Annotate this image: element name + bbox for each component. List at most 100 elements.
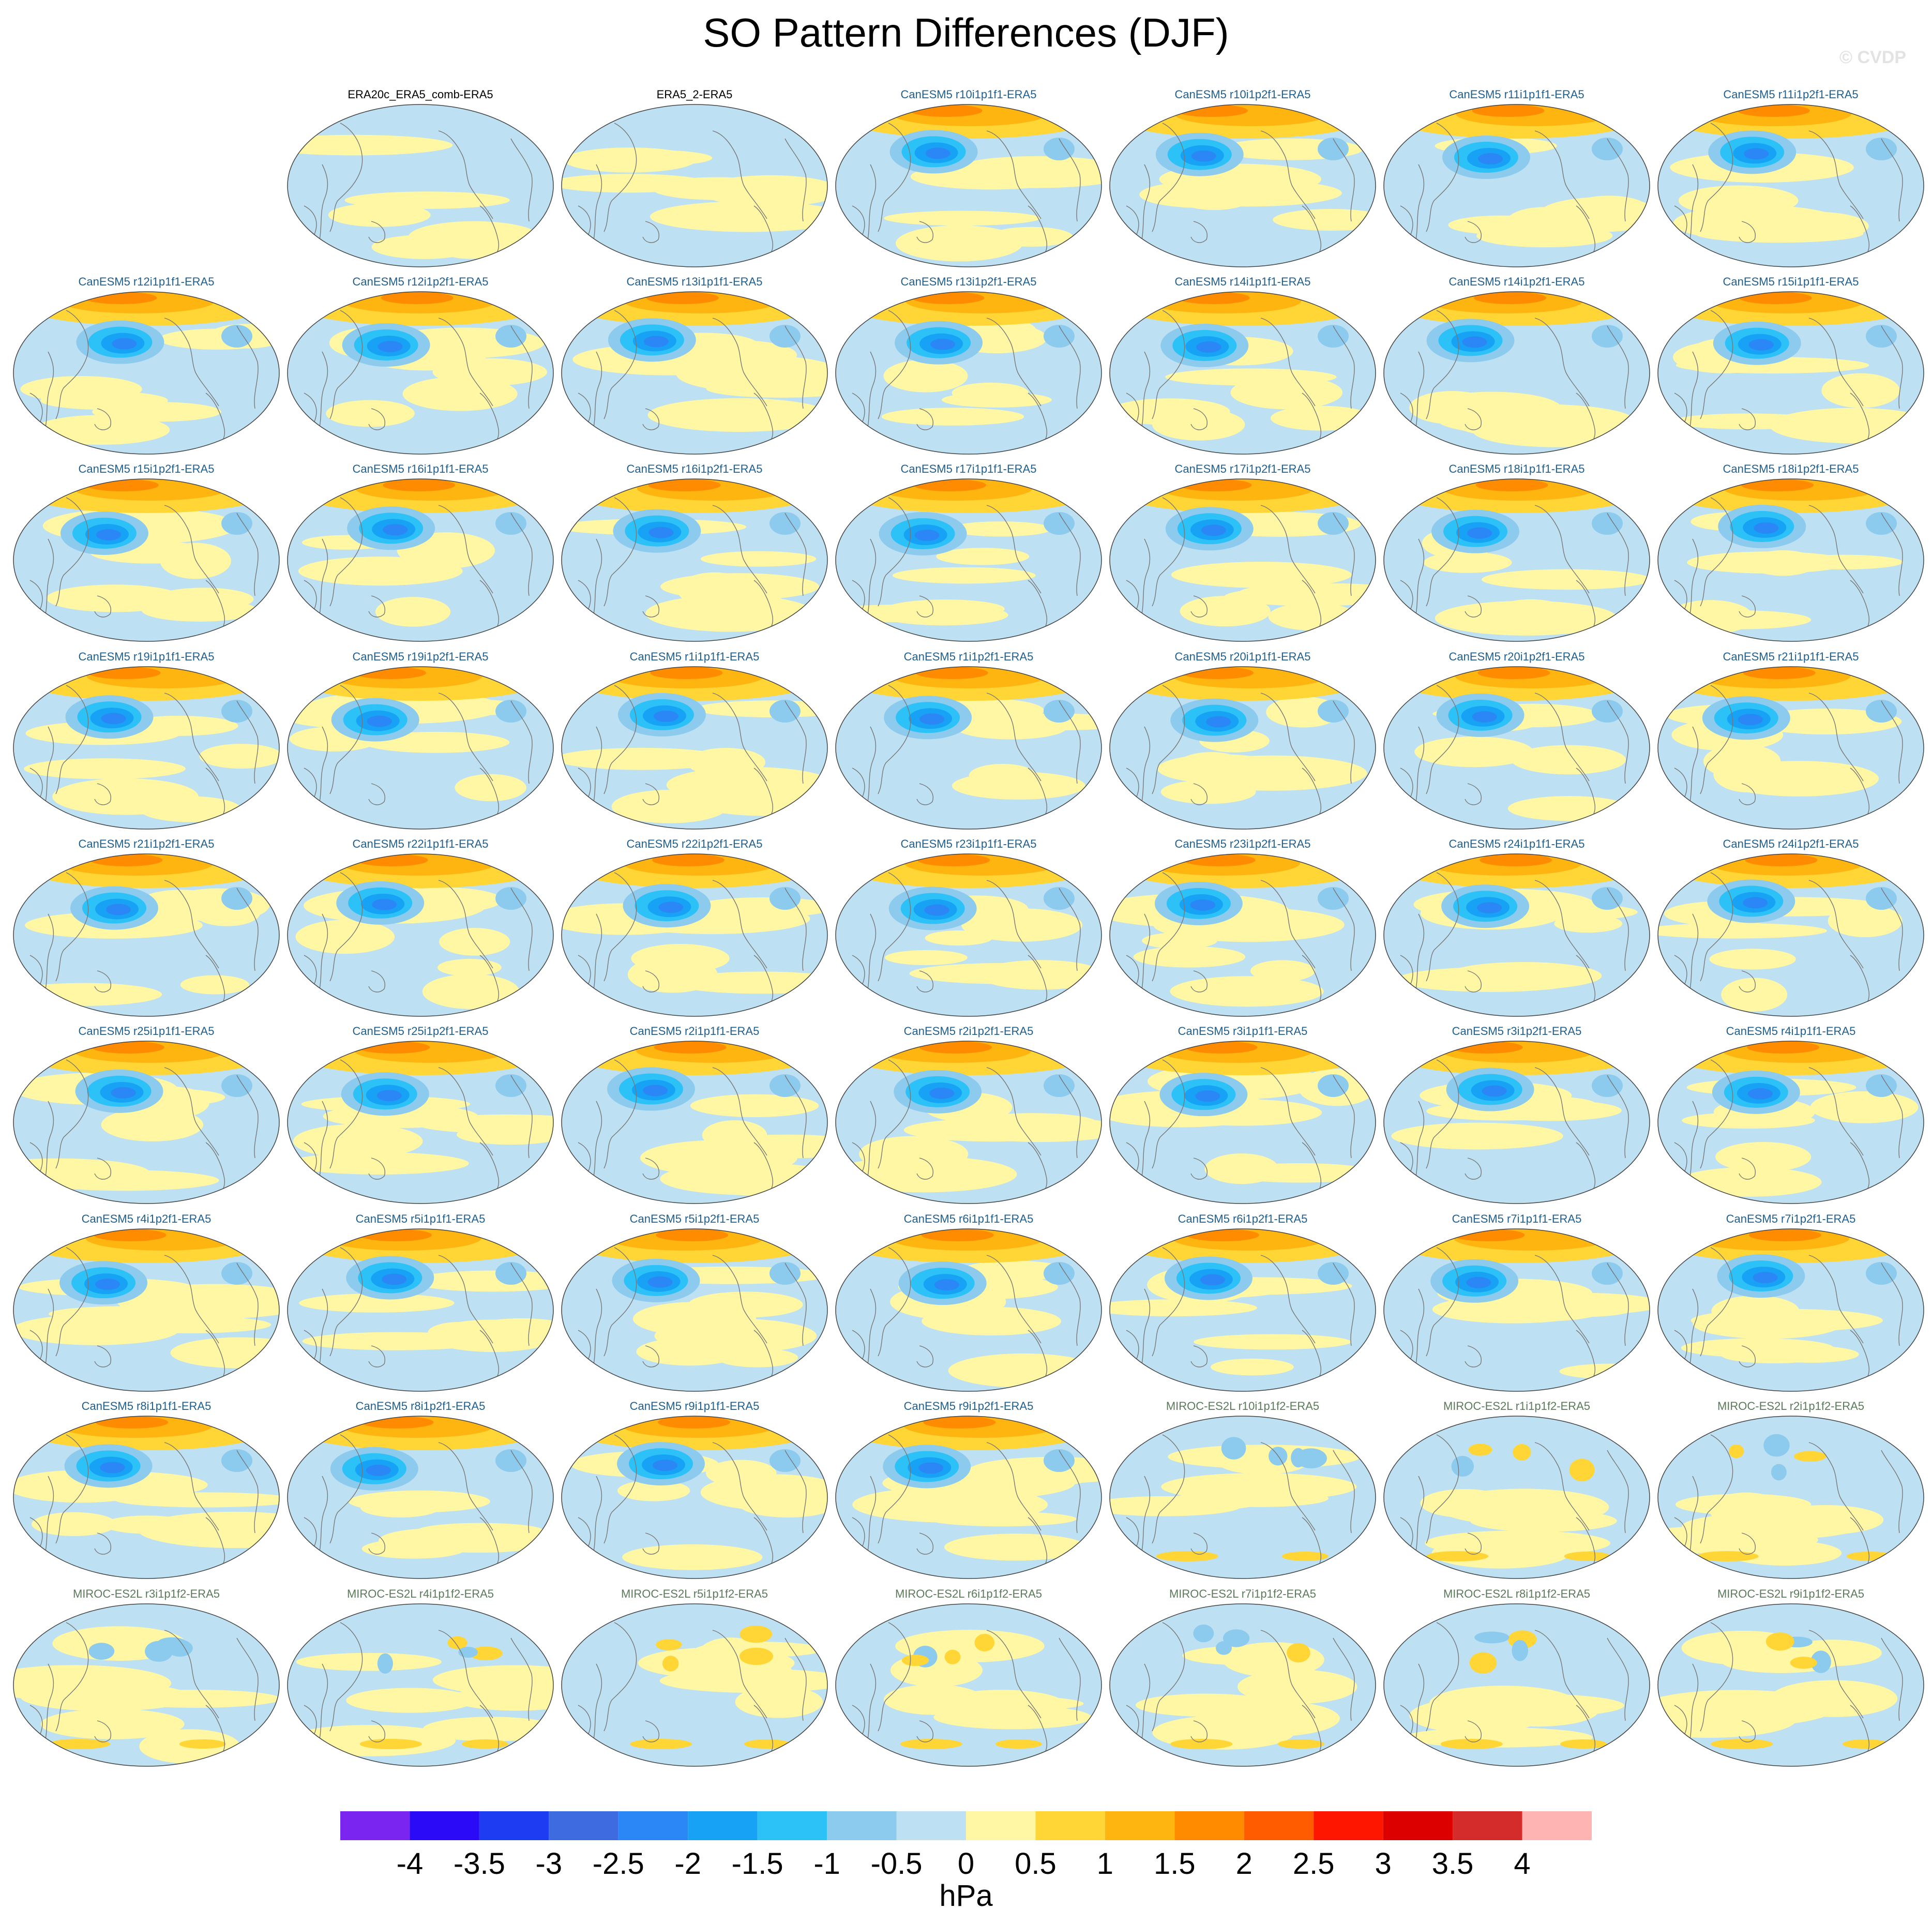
panel-title: CanESM5 r20i1p1f1-ERA5 xyxy=(1174,650,1311,663)
contour-fill xyxy=(1477,153,1503,165)
coastline xyxy=(578,1705,591,1734)
panel-title: CanESM5 r1i1p2f1-ERA5 xyxy=(903,650,1034,663)
coastline xyxy=(1689,1663,1699,1739)
coastline xyxy=(55,1622,89,1732)
map-border xyxy=(1383,1041,1650,1204)
coastline xyxy=(867,1288,877,1364)
coastline xyxy=(304,768,317,797)
contour-fill xyxy=(1270,405,1373,431)
panel-title: MIROC-ES2L r2i1p1f2-ERA5 xyxy=(1717,1400,1865,1412)
map-border xyxy=(1383,291,1650,455)
map-border xyxy=(1657,853,1924,1017)
contour-fill xyxy=(1786,554,1903,570)
contour-fill xyxy=(1110,1299,1257,1317)
contour-fill xyxy=(650,201,827,232)
coastline xyxy=(45,1663,54,1739)
coastline xyxy=(45,538,54,614)
contour-fill xyxy=(346,1688,475,1713)
coastline xyxy=(1426,123,1459,232)
contour-fill xyxy=(1810,1650,1831,1673)
coastline xyxy=(45,913,54,989)
coastline xyxy=(867,538,877,614)
map-border xyxy=(1657,1228,1924,1392)
coastline xyxy=(916,1158,933,1180)
contour-fill xyxy=(221,700,252,723)
contour-fill xyxy=(640,1140,797,1176)
contour-fill xyxy=(1592,700,1623,723)
map-border xyxy=(1109,853,1376,1017)
coastline xyxy=(1190,783,1208,805)
coastline xyxy=(1808,1255,1864,1344)
panel-title: CanESM5 r8i1p2f1-ERA5 xyxy=(355,1400,486,1412)
contour-fill xyxy=(1592,325,1623,348)
contour-fill xyxy=(1828,905,1903,938)
panel-title: MIROC-ES2L r5i1p1f2-ERA5 xyxy=(621,1587,768,1600)
contour-fill xyxy=(886,599,1005,619)
map-border xyxy=(561,478,828,642)
map-border xyxy=(1383,104,1650,267)
coastline xyxy=(852,580,865,609)
map-panel: CanESM5 r22i1p2f1-ERA5 xyxy=(557,837,832,1021)
coastline xyxy=(1465,408,1482,430)
contour-fill xyxy=(925,930,993,946)
contour-fill xyxy=(933,1705,1092,1730)
contour-fill xyxy=(1739,292,1812,304)
coastline xyxy=(784,138,807,222)
map-field xyxy=(1657,1603,1924,1767)
coastline xyxy=(878,1622,911,1732)
contour-fill xyxy=(1156,1551,1218,1561)
contour-fill xyxy=(180,975,250,995)
panel-title: CanESM5 r21i1p2f1-ERA5 xyxy=(78,837,215,850)
map-panel: CanESM5 r11i1p1f1-ERA5 xyxy=(1380,88,1654,272)
coastline xyxy=(852,768,865,797)
contour-fill xyxy=(1044,1449,1075,1472)
contour-fill xyxy=(636,1337,743,1366)
map-field xyxy=(287,853,554,1017)
panel-title: MIROC-ES2L r8i1p1f2-ERA5 xyxy=(1443,1587,1591,1600)
coastline xyxy=(510,700,533,784)
coastline xyxy=(852,205,865,235)
coastline xyxy=(164,1255,219,1344)
colorbar-tick-label: 4 xyxy=(1514,1847,1531,1881)
coastline xyxy=(642,408,659,430)
contour-fill xyxy=(1194,1334,1351,1350)
contour-fill xyxy=(961,908,1082,942)
coastline xyxy=(1700,123,1733,232)
contour-fill xyxy=(700,551,817,567)
contour-fill xyxy=(1771,1464,1787,1481)
coastline xyxy=(438,130,493,219)
contour-fill xyxy=(52,778,199,815)
map-border xyxy=(1383,1603,1650,1767)
map-panel: CanESM5 r8i1p1f1-ERA5 xyxy=(9,1400,283,1583)
coastline xyxy=(986,1255,1042,1344)
coastline xyxy=(1415,538,1425,614)
map-panel: ERA20c_ERA5_comb-ERA5 xyxy=(283,88,557,272)
map-panel: CanESM5 r3i1p2f1-ERA5 xyxy=(1380,1025,1654,1208)
contour-fill xyxy=(1187,1229,1260,1241)
map-border xyxy=(561,1416,828,1579)
coastline xyxy=(55,872,89,982)
contour-fill xyxy=(92,1041,164,1054)
coastline xyxy=(1126,1705,1139,1734)
panel-title: CanESM5 r19i1p2f1-ERA5 xyxy=(352,650,489,663)
map-field xyxy=(13,853,280,1017)
contour-fill xyxy=(1592,512,1623,535)
coastline xyxy=(1689,1101,1699,1177)
map-field xyxy=(287,1228,554,1392)
coastline xyxy=(29,393,43,422)
coastline xyxy=(1126,205,1139,235)
map-field xyxy=(1383,666,1650,830)
map-border xyxy=(1109,666,1376,830)
contour-fill xyxy=(563,147,696,173)
coastline xyxy=(319,726,328,802)
colorbar-segment xyxy=(896,1811,966,1840)
panel-title: CanESM5 r18i1p2f1-ERA5 xyxy=(1723,462,1859,475)
panel-title: MIROC-ES2L r10i1p1f2-ERA5 xyxy=(1166,1400,1320,1412)
colorbar-segment xyxy=(479,1811,549,1840)
panel-grid: ERA20c_ERA5_comb-ERA5 ERA5_2-ERA5 CanESM5 … xyxy=(9,88,1924,1767)
coastline xyxy=(867,351,877,427)
contour-fill xyxy=(378,341,403,353)
panel-title: CanESM5 r11i1p2f1-ERA5 xyxy=(1723,88,1859,101)
coastline xyxy=(784,1075,807,1159)
coastline xyxy=(319,538,328,614)
